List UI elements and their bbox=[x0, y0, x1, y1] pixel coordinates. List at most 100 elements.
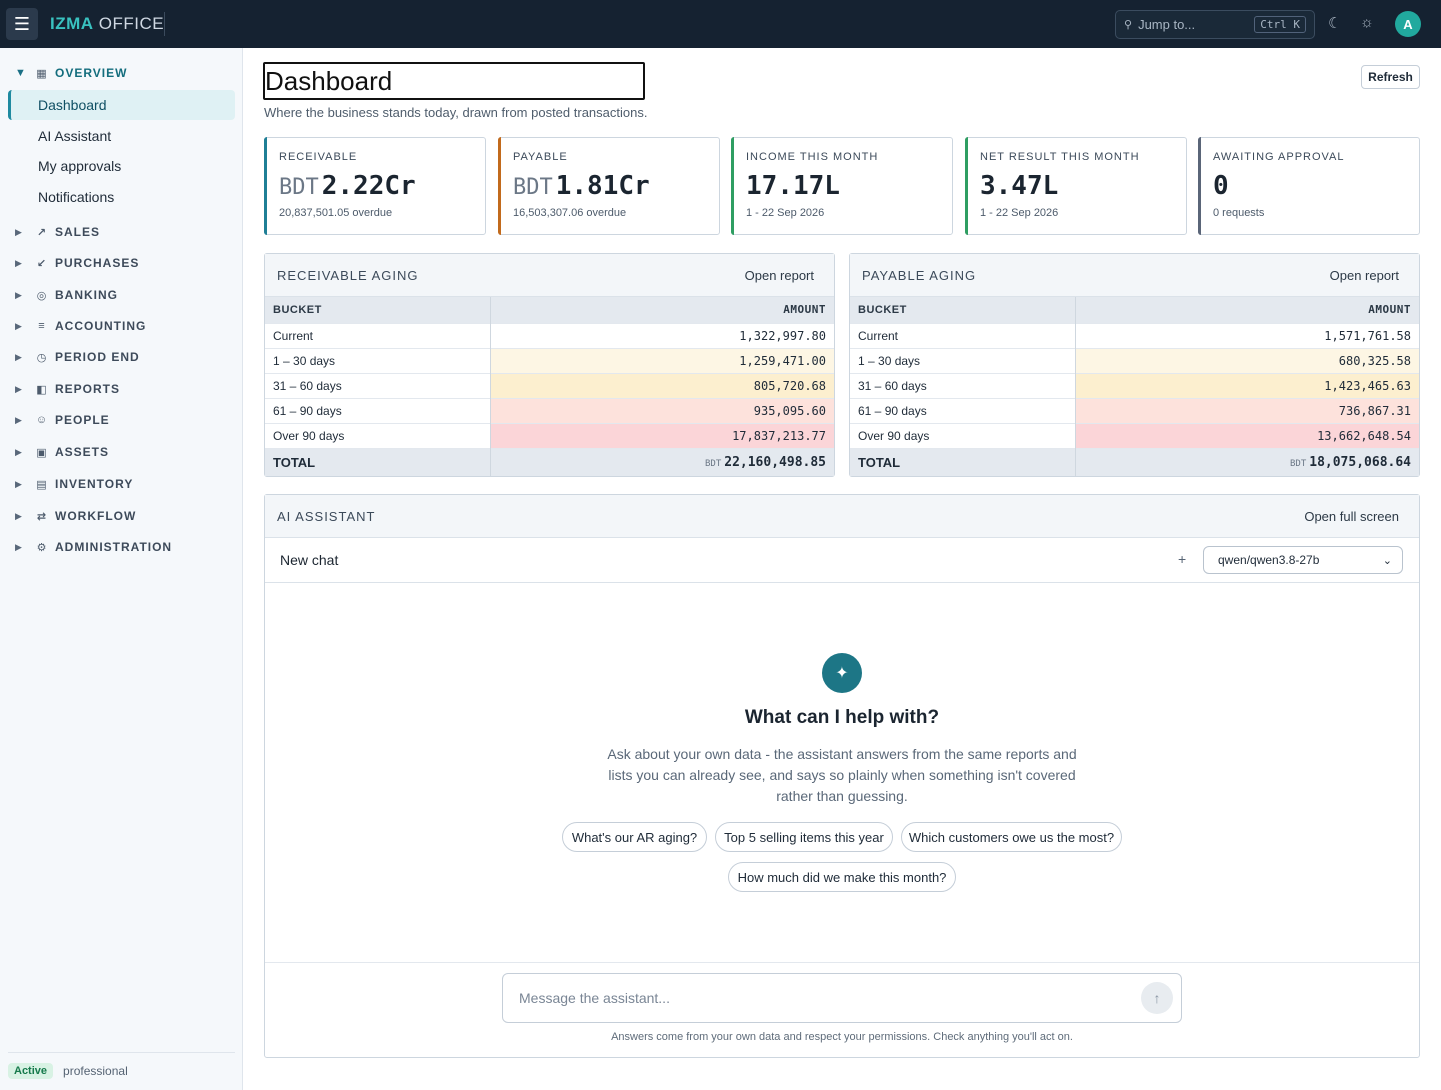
top-bar: ☰ IZMA OFFICE ⚲ Jump to... Ctrl K ☾ ☼ A bbox=[0, 0, 1441, 48]
open-full-screen-link[interactable]: Open full screen bbox=[1304, 508, 1399, 524]
kpi-net-result[interactable]: NET RESULT THIS MONTH 3.47L 1 - 22 Sep 2… bbox=[965, 137, 1187, 235]
kpi-note: 0 requests bbox=[1213, 207, 1265, 219]
brand-accent: IZMA bbox=[50, 14, 94, 33]
total-row: TOTAL BDT 22,160,498.85 bbox=[265, 447, 834, 476]
menu-toggle-button[interactable]: ☰ bbox=[6, 8, 38, 40]
composer-divider bbox=[265, 962, 1419, 963]
sparkle-icon: ✦ bbox=[822, 653, 862, 693]
model-select[interactable]: qwen/qwen3.8-27b ⌄ bbox=[1203, 546, 1403, 574]
people-icon: ☺ bbox=[35, 414, 49, 426]
kpi-amount: 1.81Cr bbox=[555, 171, 650, 201]
table-row: 61 – 90 days 736,867.31 bbox=[850, 397, 1419, 423]
kpi-accent-bar bbox=[731, 137, 734, 235]
jump-to-search[interactable]: ⚲ Jump to... Ctrl K bbox=[1115, 10, 1315, 39]
kpi-accent-bar bbox=[264, 137, 267, 235]
amount-cell: 680,325.58 bbox=[1075, 347, 1419, 373]
new-chat-plus-icon[interactable]: + bbox=[1178, 551, 1187, 567]
kpi-income-this-month[interactable]: INCOME THIS MONTH 17.17L 1 - 22 Sep 2026 bbox=[731, 137, 953, 235]
message-input[interactable]: Message the assistant... ↑ bbox=[502, 973, 1182, 1023]
kpi-value: 3.47L bbox=[980, 171, 1186, 201]
kpi-label: INCOME THIS MONTH bbox=[746, 151, 879, 163]
bucket-cell: Over 90 days bbox=[850, 422, 1076, 448]
suggestion-chip[interactable]: What's our AR aging? bbox=[562, 822, 707, 852]
nav-group-label: INVENTORY bbox=[55, 477, 134, 491]
bucket-cell: Current bbox=[850, 322, 1076, 348]
nav-group-accounting[interactable]: ▶ ≡ ACCOUNTING bbox=[0, 314, 243, 338]
clock-icon: ◷ bbox=[36, 351, 48, 364]
sidebar-item-notifications[interactable]: Notifications bbox=[8, 182, 235, 212]
sun-icon[interactable]: ☼ bbox=[1360, 14, 1374, 31]
nav-group-label: BANKING bbox=[55, 288, 118, 302]
bucket-cell: 61 – 90 days bbox=[265, 397, 491, 423]
jump-placeholder: Jump to... bbox=[1138, 17, 1196, 32]
suggestion-chip[interactable]: How much did we make this month? bbox=[728, 862, 956, 892]
nav-group-administration[interactable]: ▶ ⚙ ADMINISTRATION bbox=[0, 535, 243, 559]
amount-cell: 736,867.31 bbox=[1075, 397, 1419, 423]
kpi-receivable[interactable]: RECEIVABLE BDT 2.22Cr 20,837,501.05 overd… bbox=[264, 137, 486, 235]
kpi-label: NET RESULT THIS MONTH bbox=[980, 151, 1140, 163]
page-subtitle: Where the business stands today, drawn f… bbox=[264, 105, 648, 120]
nav-group-label: SALES bbox=[55, 225, 101, 239]
sidebar-item-label: AI Assistant bbox=[38, 128, 112, 144]
kpi-amount: 0 bbox=[1213, 171, 1229, 201]
open-report-link[interactable]: Open report bbox=[744, 267, 814, 283]
caret-right-icon: ▶ bbox=[15, 446, 23, 457]
nav-group-reports[interactable]: ▶ ◧ REPORTS bbox=[0, 377, 243, 401]
app-brand[interactable]: IZMA OFFICE bbox=[50, 14, 164, 34]
panel-header: AI ASSISTANT Open full screen bbox=[265, 495, 1419, 538]
sidebar-item-dashboard[interactable]: Dashboard bbox=[8, 90, 235, 120]
nav-group-people[interactable]: ▶ ☺ PEOPLE bbox=[0, 408, 243, 432]
kpi-awaiting-approval[interactable]: AWAITING APPROVAL 0 0 requests bbox=[1198, 137, 1420, 235]
receivable-aging-table: BUCKET AMOUNT Current 1,322,997.80 1 – 30… bbox=[265, 297, 834, 476]
nav-group-overview[interactable]: ▼ ▦ OVERVIEW bbox=[0, 61, 243, 85]
amount-cell: 17,837,213.77 bbox=[490, 422, 834, 448]
page-title: Dashboard bbox=[263, 62, 645, 100]
payable-aging-panel: PAYABLE AGING Open report BUCKET AMOUNT … bbox=[849, 253, 1420, 477]
kpi-currency: BDT bbox=[513, 175, 553, 200]
kpi-payable[interactable]: PAYABLE BDT 1.81Cr 16,503,307.06 overdue bbox=[498, 137, 720, 235]
panel-title: RECEIVABLE AGING bbox=[277, 267, 419, 283]
caret-right-icon: ▶ bbox=[15, 320, 23, 331]
list-icon: ≡ bbox=[38, 320, 46, 332]
kpi-value: BDT 1.81Cr bbox=[513, 171, 719, 201]
nav-group-workflow[interactable]: ▶ ⇄ WORKFLOW bbox=[0, 504, 243, 528]
amount-cell: 935,095.60 bbox=[490, 397, 834, 423]
kpi-accent-bar bbox=[965, 137, 968, 235]
table-row: Current 1,571,761.58 bbox=[850, 322, 1419, 348]
model-selected-value: qwen/qwen3.8-27b bbox=[1218, 553, 1320, 567]
nav-group-period-end[interactable]: ▶ ◷ PERIOD END bbox=[0, 345, 243, 369]
refresh-button[interactable]: Refresh bbox=[1361, 65, 1420, 89]
building-icon: ▣ bbox=[36, 446, 48, 459]
total-label: TOTAL bbox=[265, 447, 491, 476]
kpi-label: AWAITING APPROVAL bbox=[1213, 151, 1345, 163]
nav-group-inventory[interactable]: ▶ ▤ INVENTORY bbox=[0, 472, 243, 496]
user-avatar[interactable]: A bbox=[1395, 11, 1421, 37]
table-row: 31 – 60 days 1,423,465.63 bbox=[850, 372, 1419, 398]
kpi-note: 1 - 22 Sep 2026 bbox=[980, 207, 1059, 219]
panel-title: PAYABLE AGING bbox=[862, 267, 977, 283]
ai-assistant-panel: AI ASSISTANT Open full screen New chat +… bbox=[264, 494, 1420, 1058]
amount-cell: 13,662,648.54 bbox=[1075, 422, 1419, 448]
kpi-note: 20,837,501.05 overdue bbox=[279, 207, 393, 219]
open-report-link[interactable]: Open report bbox=[1329, 267, 1399, 283]
send-button[interactable]: ↑ bbox=[1141, 982, 1173, 1014]
nav-group-purchases[interactable]: ▶ ↙ PURCHASES bbox=[0, 251, 243, 275]
kpi-note: 16,503,307.06 overdue bbox=[513, 207, 627, 219]
total-label: TOTAL bbox=[850, 447, 1076, 476]
nav-group-banking[interactable]: ▶ ◎ BANKING bbox=[0, 283, 243, 307]
nav-group-sales[interactable]: ▶ ↗ SALES bbox=[0, 220, 243, 244]
sidebar-item-my-approvals[interactable]: My approvals bbox=[8, 151, 235, 181]
kpi-accent-bar bbox=[498, 137, 501, 235]
moon-icon[interactable]: ☾ bbox=[1328, 15, 1342, 32]
bucket-cell: 61 – 90 days bbox=[850, 397, 1076, 423]
sidebar-footer: Active professional bbox=[8, 1052, 235, 1079]
caret-right-icon: ▶ bbox=[15, 257, 23, 268]
total-amount: 22,160,498.85 bbox=[724, 454, 826, 470]
suggestion-chip[interactable]: Top 5 selling items this year bbox=[715, 822, 893, 852]
table-row: Over 90 days 13,662,648.54 bbox=[850, 422, 1419, 448]
sidebar-item-ai-assistant[interactable]: AI Assistant bbox=[8, 121, 235, 151]
bucket-cell: 1 – 30 days bbox=[850, 347, 1076, 373]
suggestion-chip[interactable]: Which customers owe us the most? bbox=[901, 822, 1122, 852]
nav-group-assets[interactable]: ▶ ▣ ASSETS bbox=[0, 440, 243, 464]
bucket-cell: 31 – 60 days bbox=[850, 372, 1076, 398]
